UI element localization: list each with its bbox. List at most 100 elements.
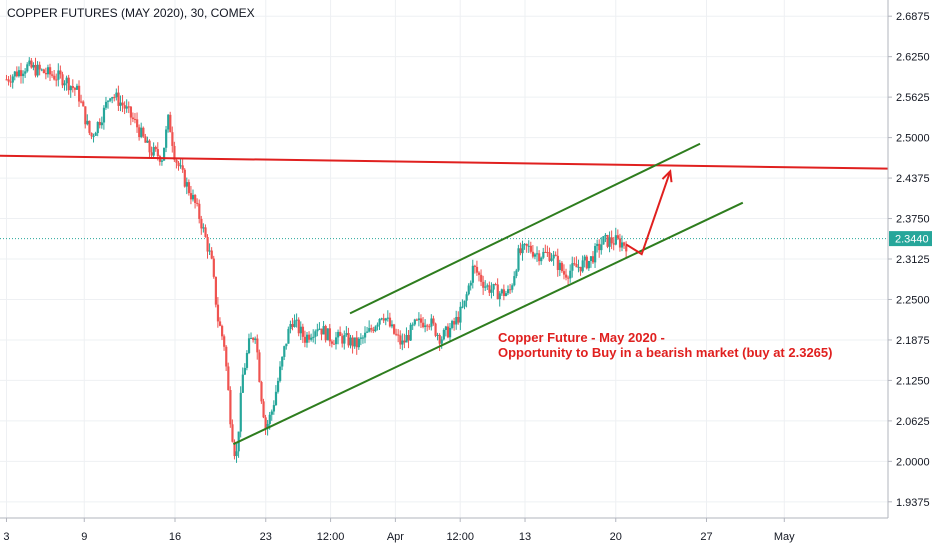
time-tick-label: 16: [169, 531, 181, 543]
candle-body: [467, 285, 470, 295]
candle-body: [573, 263, 576, 265]
last-price-text: 2.3440: [895, 234, 929, 246]
candle-body: [241, 374, 244, 393]
candle-body: [218, 321, 222, 326]
candle-body: [579, 266, 582, 272]
candle-body: [480, 274, 483, 282]
candle-body: [372, 329, 375, 332]
candle-body: [341, 335, 344, 344]
candle-body: [19, 70, 23, 77]
candle-body: [320, 328, 323, 335]
candle-body: [187, 182, 191, 194]
candle-body: [250, 337, 253, 339]
candle-body: [82, 101, 85, 107]
candle-body: [351, 337, 354, 347]
candle-body: [548, 252, 551, 261]
time-tick-label: May: [774, 531, 795, 543]
candle-body: [357, 338, 360, 348]
candle-body: [409, 324, 412, 341]
time-tick-label: 27: [700, 531, 712, 543]
candle-body: [258, 352, 261, 382]
candle-body: [100, 122, 104, 126]
candle-body: [587, 260, 591, 269]
candle-body: [546, 252, 549, 254]
candle-body: [430, 318, 433, 327]
candle-body: [600, 244, 603, 251]
channel-upper-line[interactable]: [349, 142, 701, 315]
candle-body: [252, 337, 255, 341]
candle-body: [212, 258, 215, 277]
candle-body: [260, 381, 263, 402]
candle-body: [194, 194, 197, 203]
candle-body: [169, 114, 172, 133]
candle-body: [210, 250, 213, 259]
candle-body: [229, 390, 232, 425]
price-tick-label: 2.0625: [896, 416, 930, 428]
candle-body: [46, 67, 50, 75]
resistance-line[interactable]: [0, 154, 889, 170]
candle-body: [484, 286, 487, 288]
candle-body: [552, 254, 555, 259]
candle-body: [71, 86, 74, 88]
candle-body: [513, 276, 516, 286]
candle-body: [214, 276, 217, 305]
candle-body: [330, 341, 334, 344]
candle-body: [366, 331, 369, 333]
candle-body: [119, 102, 122, 106]
candle-body: [345, 333, 348, 336]
candles-layer: [5, 57, 628, 463]
candle-body: [173, 145, 176, 160]
candle-body: [84, 106, 87, 125]
price-tick-label: 2.6250: [896, 52, 930, 64]
candle-body: [482, 281, 485, 288]
candle-body: [283, 346, 286, 357]
price-axis[interactable]: 2.6875 2.6250 2.5625 2.5000 2.4375 2.3750 2.31…: [888, 11, 930, 509]
candle-body: [488, 285, 491, 293]
candle-body: [78, 85, 81, 102]
candle-body: [297, 319, 300, 334]
candle-body: [496, 284, 499, 300]
candle-body: [32, 64, 35, 68]
candle-body: [289, 324, 292, 330]
candle-body: [264, 417, 267, 429]
candle-body: [494, 284, 497, 286]
candle-body: [67, 77, 70, 91]
candle-body: [604, 234, 607, 237]
candle-body: [492, 284, 495, 290]
candle-body: [121, 102, 124, 106]
candle-body: [136, 119, 139, 128]
candle-body: [291, 324, 294, 327]
candle-body: [359, 337, 363, 339]
candle-body: [310, 337, 313, 340]
candle-body: [57, 70, 60, 80]
candle-body: [272, 405, 276, 412]
candle-body: [117, 92, 120, 106]
candle-body: [585, 256, 588, 269]
candle-body: [608, 237, 611, 247]
candle-body: [415, 319, 419, 321]
candle-body: [34, 64, 37, 76]
candle-body: [308, 334, 311, 340]
candle-body: [165, 129, 168, 148]
candle-body: [515, 270, 518, 277]
breakout-arrow[interactable]: [625, 170, 672, 256]
channel-lower-line[interactable]: [232, 201, 744, 446]
time-axis[interactable]: 3 9 16 23 12:00 Apr 12:00 13 20 27 May: [3, 518, 795, 543]
candle-body: [235, 451, 238, 457]
candle-body: [463, 300, 466, 307]
candle-body: [583, 256, 586, 261]
candle-body: [434, 323, 437, 336]
candle-body: [167, 114, 170, 130]
annotation-line-1: Copper Future - May 2020 -: [498, 330, 665, 345]
candle-body: [115, 92, 118, 98]
candle-body: [504, 293, 508, 296]
candle-body: [577, 266, 580, 268]
price-tick-label: 2.5000: [896, 133, 930, 145]
candle-body: [113, 97, 116, 99]
candle-body: [428, 326, 431, 328]
candle-body: [179, 165, 182, 167]
candle-body: [216, 304, 220, 322]
candle-body: [144, 136, 147, 143]
candle-body: [451, 321, 454, 328]
